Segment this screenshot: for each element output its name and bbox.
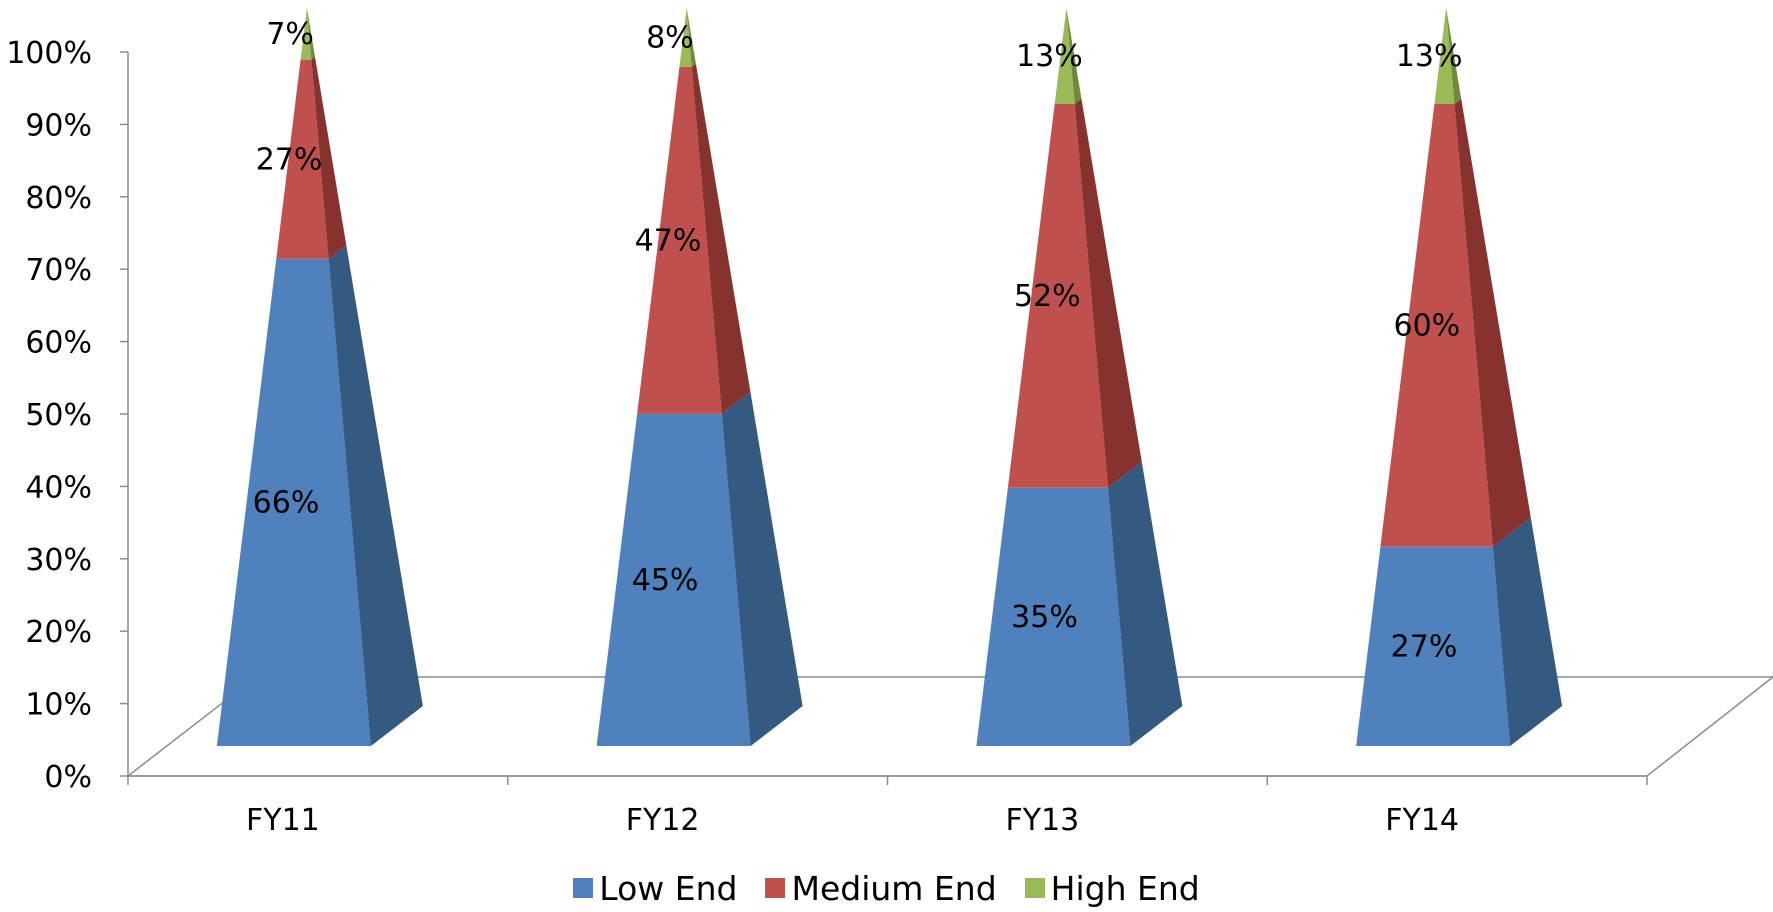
pyramid-segment-low-end bbox=[596, 413, 751, 746]
legend-swatch bbox=[1024, 878, 1045, 898]
pyramid-side-low-end bbox=[721, 391, 803, 746]
category-label: FY12 bbox=[626, 803, 700, 838]
data-label: 52% bbox=[1014, 279, 1081, 314]
y-tick-label: 90% bbox=[25, 108, 92, 143]
y-tick-label: 20% bbox=[25, 615, 92, 650]
pyramid-segment-low-end bbox=[1356, 546, 1511, 746]
legend-item: Low End bbox=[573, 869, 737, 908]
data-label: 35% bbox=[1011, 600, 1078, 635]
pyramid-side-high-end bbox=[1066, 8, 1082, 104]
pyramid-side-high-end bbox=[1446, 8, 1462, 104]
data-label: 8% bbox=[646, 21, 694, 56]
pyramid-segment-low-end bbox=[216, 258, 371, 746]
data-label: 27% bbox=[1391, 629, 1458, 664]
legend-label: Low End bbox=[599, 868, 738, 908]
category-label: FY14 bbox=[1385, 803, 1459, 838]
pyramid-side-low-end bbox=[1107, 461, 1183, 746]
data-label: 7% bbox=[266, 17, 314, 52]
pyramid-segment-medium-end bbox=[276, 59, 329, 259]
legend-swatch bbox=[573, 878, 594, 898]
data-label: 47% bbox=[635, 223, 702, 258]
pyramid-segment-medium-end bbox=[1007, 103, 1108, 488]
pyramid-segment-medium-end bbox=[1380, 103, 1493, 547]
axes: 0% 10% 20% 30% 40% 50% 60% 70% 80% 90% 100% FY11 FY1… bbox=[6, 36, 1648, 838]
y-tick-label: 60% bbox=[25, 326, 92, 361]
pyramid-side-low-end bbox=[1492, 517, 1563, 746]
y-tick-label: 50% bbox=[25, 398, 92, 433]
pyramid-side-medium-end bbox=[691, 63, 751, 414]
y-tick-label: 100% bbox=[6, 36, 92, 71]
y-tick-label: 10% bbox=[25, 688, 92, 723]
pyramid-side-medium-end bbox=[1454, 98, 1531, 547]
data-label: 66% bbox=[253, 485, 320, 520]
y-tick-label: 70% bbox=[25, 253, 92, 288]
pyramid-side-high-end bbox=[306, 8, 315, 60]
category-label: FY11 bbox=[246, 803, 320, 838]
pyramid-segment-high-end bbox=[1054, 8, 1075, 104]
pyramid-segment-high-end bbox=[1434, 8, 1455, 104]
data-label: 13% bbox=[1396, 39, 1463, 74]
category-label: FY13 bbox=[1005, 803, 1079, 838]
pyramid-segment-low-end bbox=[976, 487, 1131, 746]
y-tick-label: 80% bbox=[25, 181, 92, 216]
data-labels: 66% 27% 7% 45% 47% 8% 35% 52% 13% 27% 60% 13% bbox=[253, 17, 1463, 665]
data-label: 13% bbox=[1016, 39, 1083, 74]
y-tick-label: 30% bbox=[25, 543, 92, 578]
legend-item: High End bbox=[1024, 868, 1200, 908]
pyramid-side-high-end bbox=[686, 8, 696, 68]
pyramid-segment-high-end bbox=[679, 8, 692, 68]
legend-label: High End bbox=[1050, 868, 1200, 908]
data-label: 60% bbox=[1393, 308, 1460, 343]
y-tick-label: 0% bbox=[44, 760, 92, 795]
legend-label: Medium End bbox=[791, 868, 997, 908]
data-label: 27% bbox=[256, 142, 323, 177]
pyramid-side-medium-end bbox=[311, 56, 347, 259]
legend-item: Medium End bbox=[765, 868, 997, 908]
pyramid-side-medium-end bbox=[1074, 98, 1142, 488]
pyramids bbox=[216, 8, 1563, 746]
legend-swatch bbox=[765, 878, 786, 898]
y-tick-label: 40% bbox=[25, 470, 92, 505]
legend: Low End Medium End High End bbox=[0, 868, 1773, 908]
pyramid-side-low-end bbox=[328, 245, 423, 746]
data-label: 45% bbox=[632, 563, 699, 598]
pyramid-segment-medium-end bbox=[637, 67, 722, 414]
pyramid-segment-high-end bbox=[300, 8, 312, 60]
